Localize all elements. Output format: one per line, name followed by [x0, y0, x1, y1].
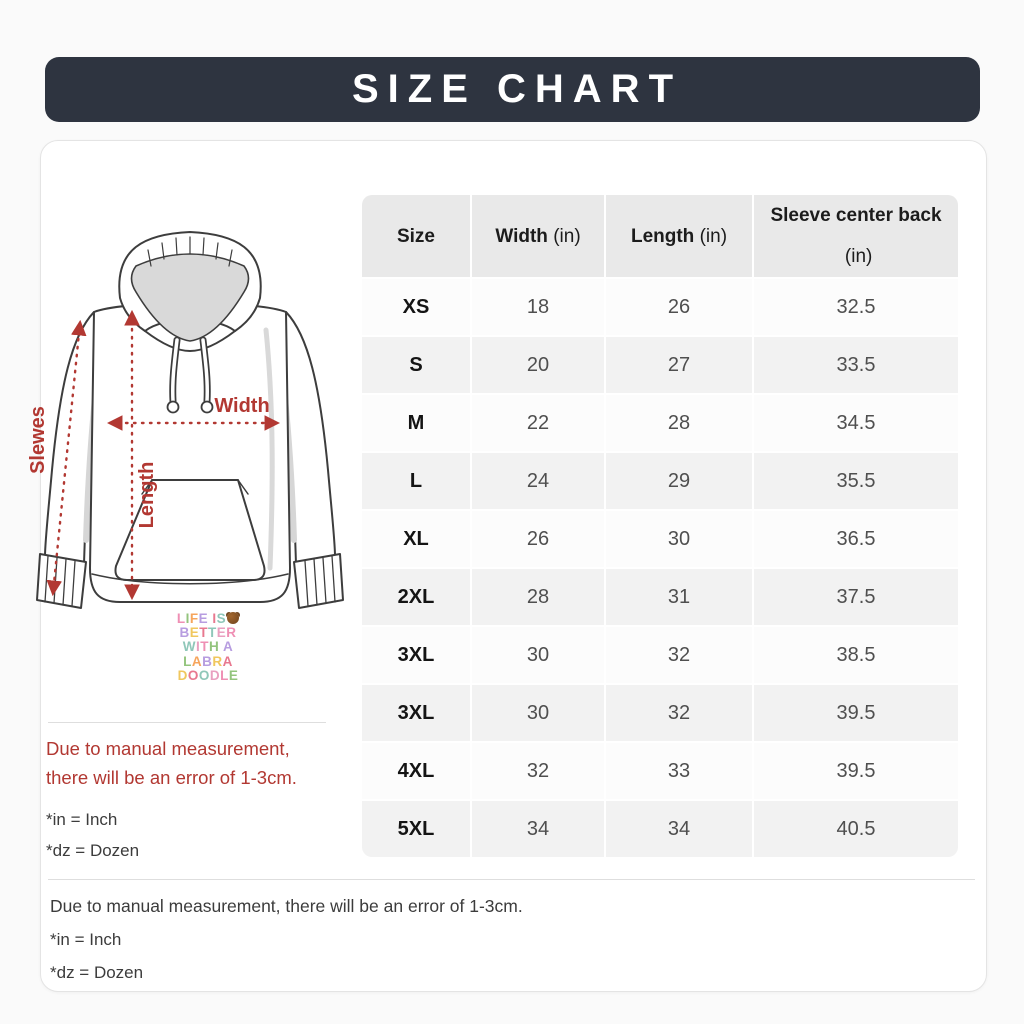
- table-row: L 24 29 35.5: [362, 453, 960, 509]
- title-bar: SIZE CHART: [45, 57, 980, 122]
- width-label: Width: [214, 395, 269, 417]
- page-title: SIZE CHART: [352, 67, 682, 111]
- value-cell: 33.5: [754, 337, 958, 393]
- size-table-body: XS 18 26 32.5 S 20 27 33.5 M 22 28 34.5 L 24 29 35.5 XL 2…: [362, 279, 960, 857]
- logo-line: WITH A: [182, 639, 234, 655]
- side-note: Due to manual measurement, there will be…: [46, 734, 346, 861]
- value-cell: 31: [606, 569, 752, 625]
- size-table-header-row: Size Width (in) Length (in) Sleeve center b…: [362, 195, 960, 277]
- value-cell: 39.5: [754, 743, 958, 799]
- value-cell: 40.5: [754, 801, 958, 857]
- value-cell: 36.5: [754, 511, 958, 567]
- value-cell: 39.5: [754, 685, 958, 741]
- footer-dozen-abbreviation: *dz = Dozen: [50, 963, 144, 982]
- hoodie-line-art: [36, 231, 344, 609]
- logo-line: DOODLE: [177, 667, 239, 683]
- size-table: Size Width (in) Length (in) Sleeve center b…: [362, 195, 960, 857]
- table-row: 2XL 28 31 37.5: [362, 569, 960, 625]
- value-cell: 34: [472, 801, 604, 857]
- sleeves-label: Slewes: [27, 406, 49, 474]
- footer: Due to manual measurement, there will be…: [50, 896, 970, 983]
- logo-line: BETTER: [179, 625, 237, 641]
- side-note-line2: there will be an error of 1-3cm.: [46, 767, 297, 788]
- value-cell: 28: [606, 395, 752, 451]
- size-cell: XS: [362, 279, 470, 335]
- size-cell: 4XL: [362, 743, 470, 799]
- value-cell: 18: [472, 279, 604, 335]
- size-cell: 3XL: [362, 627, 470, 683]
- table-row: 3XL 30 32 38.5: [362, 627, 960, 683]
- side-note-line1: Due to manual measurement,: [46, 738, 290, 759]
- table-row: 5XL 34 34 40.5: [362, 801, 960, 857]
- logo-line: LIFE IS: [156, 611, 260, 626]
- length-label: Length: [136, 462, 158, 529]
- header-cell: Length (in): [606, 195, 752, 277]
- value-cell: 30: [472, 627, 604, 683]
- value-cell: 30: [606, 511, 752, 567]
- header-cell: Sleeve center back (in): [754, 195, 958, 277]
- value-cell: 37.5: [754, 569, 958, 625]
- size-cell: 5XL: [362, 801, 470, 857]
- value-cell: 32.5: [754, 279, 958, 335]
- size-cell: 2XL: [362, 569, 470, 625]
- value-cell: 30: [472, 685, 604, 741]
- footer-inch-abbreviation: *in = Inch: [50, 930, 122, 949]
- value-cell: 34.5: [754, 395, 958, 451]
- value-cell: 32: [472, 743, 604, 799]
- table-row: M 22 28 34.5: [362, 395, 960, 451]
- value-cell: 32: [606, 627, 752, 683]
- table-row: 4XL 32 33 39.5: [362, 743, 960, 799]
- sleeves-arrow: [46, 319, 87, 597]
- value-cell: 32: [606, 685, 752, 741]
- value-cell: 29: [606, 453, 752, 509]
- dozen-abbreviation: *dz = Dozen: [46, 841, 140, 860]
- size-cell: XL: [362, 511, 470, 567]
- inch-abbreviation: *in = Inch: [46, 810, 118, 829]
- value-cell: 26: [472, 511, 604, 567]
- value-cell: 28: [472, 569, 604, 625]
- size-cell: 3XL: [362, 685, 470, 741]
- header-cell: Size: [362, 195, 470, 277]
- hoodie-measurement-diagram: Width Length Slewes: [27, 231, 344, 609]
- size-cell: L: [362, 453, 470, 509]
- table-row: 3XL 30 32 39.5: [362, 685, 960, 741]
- left-divider: [48, 722, 326, 723]
- footer-note: Due to manual measurement, there will be…: [50, 896, 523, 916]
- labradoodle-logo: LIFE IS BETTER WITH A LABRA DOODLE: [156, 611, 260, 683]
- value-cell: 35.5: [754, 453, 958, 509]
- table-row: XL 26 30 36.5: [362, 511, 960, 567]
- value-cell: 20: [472, 337, 604, 393]
- logo-line: LABRA: [183, 653, 233, 669]
- footer-divider: [48, 879, 975, 880]
- value-cell: 27: [606, 337, 752, 393]
- value-cell: 33: [606, 743, 752, 799]
- size-cell: M: [362, 395, 470, 451]
- value-cell: 38.5: [754, 627, 958, 683]
- measurement-arrows: [46, 309, 281, 601]
- dog-face-icon: [227, 612, 240, 624]
- size-cell: S: [362, 337, 470, 393]
- value-cell: 34: [606, 801, 752, 857]
- value-cell: 24: [472, 453, 604, 509]
- table-row: XS 18 26 32.5: [362, 279, 960, 335]
- value-cell: 22: [472, 395, 604, 451]
- value-cell: 26: [606, 279, 752, 335]
- table-row: S 20 27 33.5: [362, 337, 960, 393]
- header-cell: Width (in): [472, 195, 604, 277]
